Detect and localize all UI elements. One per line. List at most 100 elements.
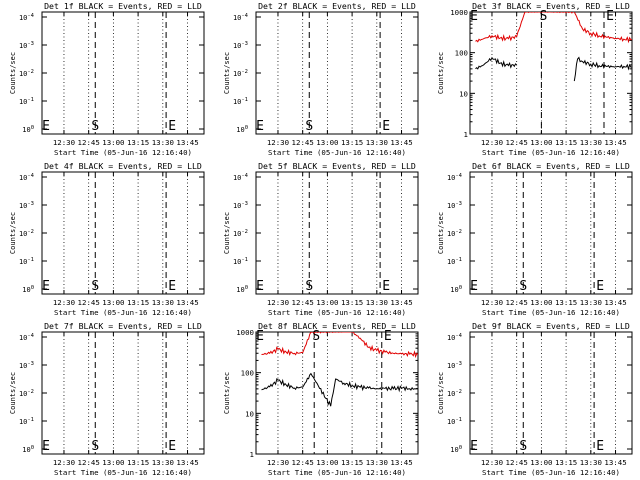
x-tick-label: 13:15 <box>555 298 577 307</box>
x-tick-label: 13:45 <box>604 458 626 467</box>
x-axis-label: Start Time (05-Jun-16 12:16:40) <box>54 468 192 477</box>
x-axis-label: Start Time (05-Jun-16 12:16:40) <box>482 308 620 317</box>
y-tick-exponent: -1 <box>455 257 462 263</box>
series-group <box>475 12 632 82</box>
y-axis-label: Counts/sec <box>223 372 231 414</box>
x-tick-label: 12:45 <box>292 458 314 467</box>
plot-frame <box>255 11 419 135</box>
y-tick-label: 10-2 <box>19 389 34 398</box>
x-tick-label: 12:45 <box>506 458 528 467</box>
y-tick-exponent: -3 <box>27 201 34 207</box>
edge-marker: E <box>256 279 264 294</box>
panel-title: Det 1f BLACK = Events, RED = LLD <box>44 1 202 11</box>
x-tick-label: 12:30 <box>481 298 503 307</box>
plot-frame <box>255 171 419 295</box>
y-tick-label: 10-4 <box>19 333 35 342</box>
y-tick-exponent: -3 <box>455 361 462 367</box>
y-axis-label: Counts/sec <box>9 372 17 414</box>
y-tick-exponent: -4 <box>455 333 462 339</box>
y-tick-exponent: 0 <box>459 285 462 291</box>
series-line-lld <box>475 12 632 44</box>
y-tick-label: 10-1 <box>447 257 462 266</box>
y-tick-exponent: -3 <box>241 41 248 47</box>
y-tick-label: 10 <box>245 409 254 418</box>
series-line-events <box>475 56 518 70</box>
x-tick-label: 12:45 <box>78 298 100 307</box>
x-tick-label: 13:30 <box>366 458 388 467</box>
y-tick-label: 1 <box>464 130 468 139</box>
panel-title: Det 2f BLACK = Events, RED = LLD <box>258 1 416 11</box>
y-tick-label: 10-3 <box>447 361 462 370</box>
start-marker: S <box>91 279 99 294</box>
y-tick-exponent: -2 <box>241 229 248 235</box>
y-tick-exponent: 0 <box>31 125 34 131</box>
y-tick-exponent: -4 <box>241 13 248 19</box>
x-tick-label: 13:30 <box>580 298 602 307</box>
y-tick-label: 100 <box>450 445 462 454</box>
x-axis-label: Start Time (05-Jun-16 12:16:40) <box>482 468 620 477</box>
y-tick-label: 1000 <box>450 8 468 17</box>
y-tick-exponent: -2 <box>27 69 34 75</box>
start-marker: S <box>305 279 313 294</box>
x-axis-label: Start Time (05-Jun-16 12:16:40) <box>482 148 620 157</box>
y-tick-exponent: -1 <box>27 97 34 103</box>
y-tick-exponent: -1 <box>27 257 34 263</box>
x-tick-label: 13:00 <box>102 458 124 467</box>
y-tick-exponent: -4 <box>241 173 248 179</box>
panel-det-8: Det 8f BLACK = Events, RED = LLD Counts/s… <box>223 321 419 477</box>
x-tick-label: 13:45 <box>604 298 626 307</box>
y-tick-exponent: -3 <box>27 361 34 367</box>
series-line-events <box>573 56 632 82</box>
panel-det-7: Det 7f BLACK = Events, RED = LLD Counts/s… <box>9 321 205 477</box>
y-tick-label: 1000 <box>236 328 254 337</box>
y-tick-label: 10-2 <box>233 229 248 238</box>
end-marker: E <box>606 9 614 24</box>
x-tick-label: 12:30 <box>267 298 289 307</box>
end-marker: E <box>382 279 390 294</box>
end-marker: E <box>168 279 176 294</box>
x-tick-label: 13:00 <box>316 138 338 147</box>
series-group <box>261 332 418 407</box>
y-tick-exponent: -1 <box>241 257 248 263</box>
y-tick-label: 10-1 <box>19 257 34 266</box>
end-marker: E <box>168 439 176 454</box>
y-tick-exponent: -4 <box>455 173 462 179</box>
start-marker: S <box>539 9 547 24</box>
x-tick-label: 13:45 <box>604 138 626 147</box>
x-tick-label: 13:30 <box>366 298 388 307</box>
panel-title: Det 6f BLACK = Events, RED = LLD <box>472 161 630 171</box>
x-tick-label: 13:45 <box>176 298 198 307</box>
x-axis-label: Start Time (05-Jun-16 12:16:40) <box>268 468 406 477</box>
x-tick-label: 13:00 <box>102 298 124 307</box>
x-tick-label: 13:00 <box>316 458 338 467</box>
start-marker: S <box>91 119 99 134</box>
panel-det-1: Det 1f BLACK = Events, RED = LLD Counts/s… <box>9 1 205 157</box>
end-marker: E <box>168 119 176 134</box>
start-marker: S <box>519 279 527 294</box>
y-tick-label: 10-3 <box>233 201 248 210</box>
y-tick-label: 100 <box>455 49 468 58</box>
y-tick-label: 10 <box>459 89 468 98</box>
end-marker: E <box>382 119 390 134</box>
y-tick-exponent: -1 <box>241 97 248 103</box>
x-tick-label: 13:30 <box>580 138 602 147</box>
y-tick-exponent: -2 <box>455 229 462 235</box>
x-tick-label: 13:15 <box>341 138 363 147</box>
x-tick-label: 13:15 <box>127 458 149 467</box>
end-marker: E <box>596 279 604 294</box>
edge-marker: E <box>42 439 50 454</box>
x-tick-label: 12:45 <box>292 138 314 147</box>
plot-frame <box>469 11 633 135</box>
x-tick-label: 13:15 <box>127 298 149 307</box>
series-line-events <box>261 372 418 407</box>
end-marker: E <box>384 329 392 344</box>
x-axis-label: Start Time (05-Jun-16 12:16:40) <box>268 148 406 157</box>
x-tick-label: 12:30 <box>267 458 289 467</box>
panel-det-5: Det 5f BLACK = Events, RED = LLD Counts/s… <box>223 161 419 317</box>
y-tick-label: 100 <box>22 285 34 294</box>
y-tick-exponent: -4 <box>27 13 34 19</box>
y-tick-label: 10-1 <box>19 417 34 426</box>
edge-marker: E <box>470 9 478 24</box>
y-axis-label: Counts/sec <box>9 212 17 254</box>
